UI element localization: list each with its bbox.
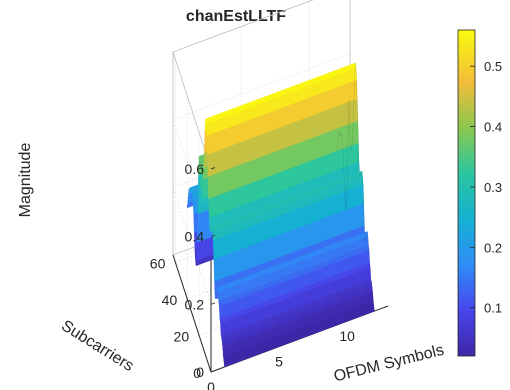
y-tick-label: 20 <box>174 328 190 344</box>
z-tick-label: 0.6 <box>185 161 205 177</box>
z-tick-mark <box>210 234 216 238</box>
colorbar-tick-label: 0.5 <box>484 59 502 74</box>
colorbar-ticks: 0.1 0.2 0.3 0.4 0.5 <box>470 59 502 316</box>
colorbar-tick-label: 0.1 <box>484 301 502 316</box>
x-tick-label: 0 <box>207 379 215 390</box>
x-tick-label: 5 <box>275 354 283 370</box>
grid-line <box>172 187 212 305</box>
y-axis-label: Subcarriers <box>58 317 136 375</box>
x-axis-label: OFDM Symbols <box>332 342 446 386</box>
box-edge <box>172 0 314 53</box>
y-axis-line <box>172 254 212 373</box>
colorbar-tick-label: 0.3 <box>484 180 502 195</box>
colorbar-tick-label: 0.4 <box>484 120 502 135</box>
surface-patch <box>223 300 375 368</box>
surface-plot <box>186 62 375 368</box>
z-tick-label: 0 <box>196 364 204 380</box>
colorbar <box>457 29 476 357</box>
z-axis-label: Magnitude <box>17 143 34 218</box>
grid-line <box>172 53 351 120</box>
chart-title: chanEstLLTF <box>186 8 286 25</box>
x-tick-label: 10 <box>339 328 355 344</box>
y-tick-label: 60 <box>150 255 166 271</box>
z-tick-label: 0.4 <box>185 229 205 245</box>
surface-edge <box>336 63 375 312</box>
z-tick-mark <box>210 167 216 170</box>
z-tick-mark <box>210 302 216 305</box>
z-tick-mark <box>210 370 216 373</box>
colorbar-tick-label: 0.2 <box>484 240 502 255</box>
y-tick-label: 40 <box>162 292 178 308</box>
y-tick-label: 0 <box>193 365 201 381</box>
z-tick-label: 0.2 <box>185 296 205 312</box>
